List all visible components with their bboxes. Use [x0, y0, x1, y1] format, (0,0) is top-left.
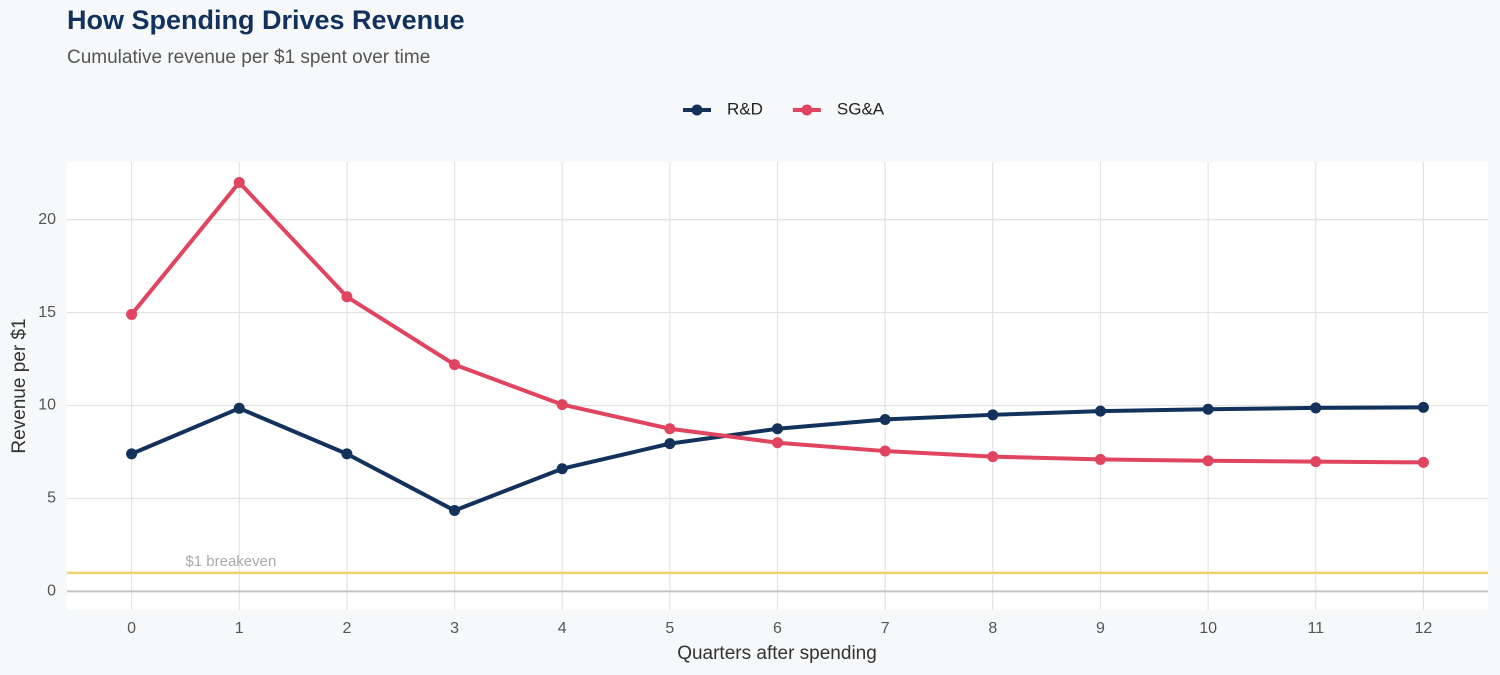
x-tick-label: 11: [1307, 620, 1324, 637]
x-tick-label: 8: [988, 620, 997, 637]
reference-label: $1 breakeven: [185, 553, 276, 570]
data-point: [1094, 453, 1106, 465]
data-point: [233, 402, 245, 414]
data-point: [987, 451, 999, 463]
data-point: [879, 445, 891, 457]
chart-subtitle: Cumulative revenue per $1 spent over tim…: [67, 47, 430, 68]
legend-label: SG&A: [837, 99, 885, 118]
data-point: [664, 423, 676, 435]
x-tick-label: 12: [1415, 620, 1433, 637]
x-tick-label: 2: [342, 620, 351, 637]
legend-swatch-dot: [801, 104, 813, 116]
y-tick-label: 5: [47, 490, 56, 507]
data-point: [1094, 405, 1106, 417]
x-tick-label: 5: [665, 620, 674, 637]
data-point: [1202, 403, 1214, 415]
data-point: [341, 291, 353, 303]
data-point: [879, 413, 891, 425]
data-point: [1202, 455, 1214, 467]
data-point: [449, 359, 461, 371]
data-point: [987, 409, 999, 421]
x-tick-label: 0: [127, 620, 136, 637]
data-point: [233, 176, 245, 188]
x-tick-label: 7: [881, 620, 890, 637]
y-tick-label: 10: [38, 397, 56, 414]
x-axis-title: Quarters after spending: [677, 643, 877, 664]
data-point: [1417, 456, 1429, 468]
data-point: [126, 448, 138, 460]
data-point: [1310, 456, 1322, 468]
legend-swatch-dot: [691, 104, 703, 116]
y-tick-label: 15: [38, 304, 56, 321]
x-tick-label: 1: [235, 620, 244, 637]
legend-label: R&D: [727, 99, 763, 118]
x-tick-label: 6: [773, 620, 782, 637]
data-point: [1310, 402, 1322, 414]
y-axis-title: Revenue per $1: [9, 318, 30, 453]
y-tick-label: 0: [47, 583, 56, 600]
data-point: [449, 505, 461, 517]
x-tick-label: 3: [450, 620, 459, 637]
x-tick-label: 4: [558, 620, 567, 637]
data-point: [556, 463, 568, 475]
chart-title: How Spending Drives Revenue: [67, 5, 465, 35]
x-tick-label: 9: [1096, 620, 1105, 637]
data-point: [1417, 401, 1429, 413]
data-point: [772, 423, 783, 435]
data-point: [341, 448, 353, 460]
data-point: [664, 438, 676, 450]
data-point: [772, 437, 783, 449]
y-tick-label: 20: [38, 211, 56, 228]
data-point: [556, 399, 568, 411]
data-point: [126, 308, 138, 320]
x-tick-label: 10: [1199, 620, 1217, 637]
